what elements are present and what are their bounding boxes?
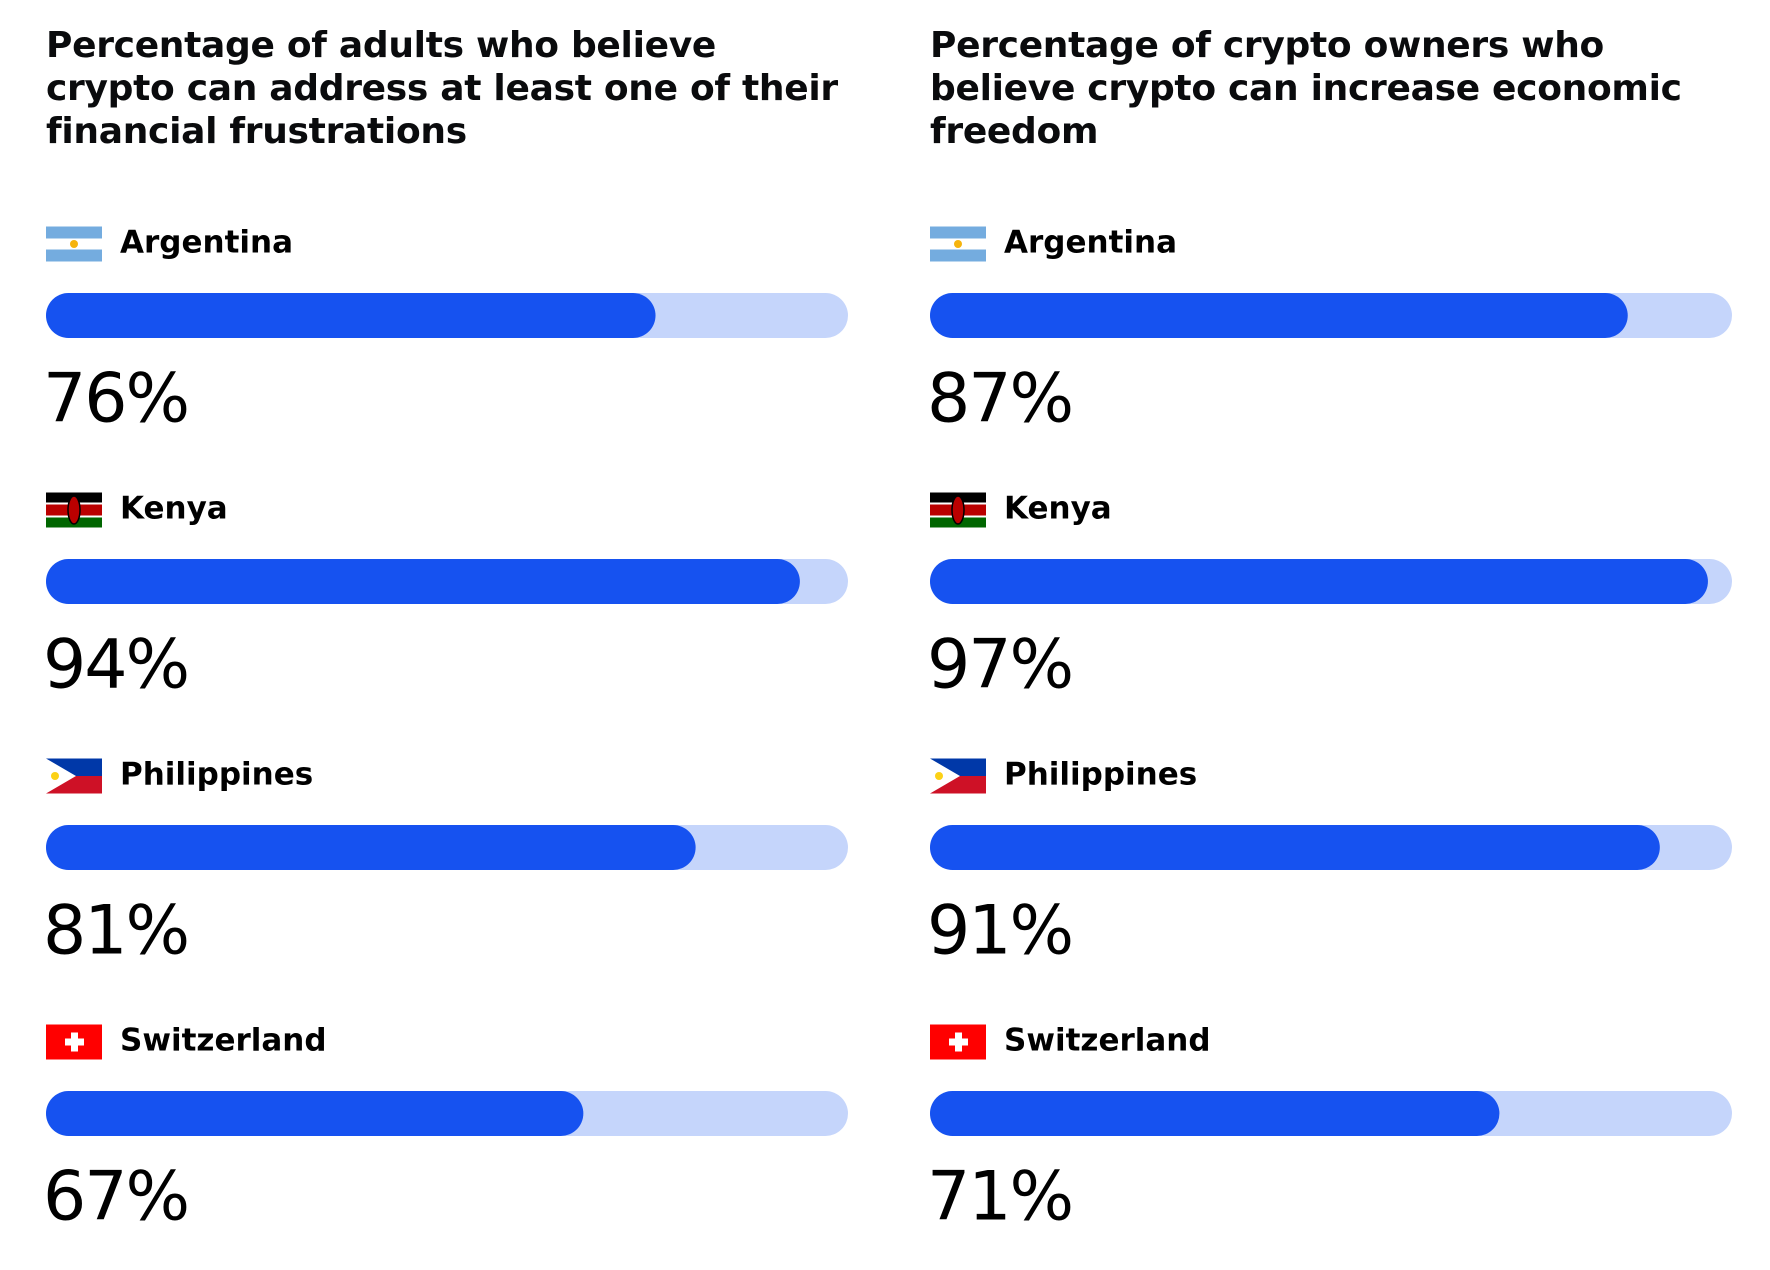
bar [46,1091,584,1136]
chart-title: Percentage of adults who believe crypto … [46,25,838,152]
value-label: 91% [927,892,1072,971]
flag-stripe [930,249,986,262]
flag-sun [51,772,59,780]
category-label: Philippines [120,757,313,793]
flag-triangle [930,758,960,794]
value-label: 81% [43,892,188,971]
flag-cross [65,1038,84,1046]
bar [930,825,1660,870]
category-label: Argentina [120,225,293,261]
flag-shield [951,495,965,525]
category-label: Switzerland [1004,1023,1211,1059]
flag [46,1024,102,1060]
flag-sun [70,240,78,248]
flag [930,226,986,262]
chart-title: Percentage of crypto owners who believe … [930,25,1682,152]
category-label: Kenya [1004,491,1112,527]
flag [930,758,986,794]
flag [46,226,102,262]
flag-stripe [46,226,102,239]
bar [46,559,800,604]
flag [46,492,102,528]
flag-shield [67,495,81,525]
category-label: Argentina [1004,225,1177,261]
flag-sun [935,772,943,780]
value-label: 76% [43,360,188,439]
flag [930,1024,986,1060]
category-label: Philippines [1004,757,1197,793]
flag-stripe [46,249,102,262]
flag-stripe [930,226,986,239]
value-label: 71% [927,1158,1072,1237]
flag-triangle [46,758,76,794]
value-label: 87% [927,360,1072,439]
value-label: 97% [927,626,1072,705]
bar [930,559,1708,604]
bar [46,825,696,870]
bar [46,293,656,338]
bar [930,293,1628,338]
bar [930,1091,1500,1136]
flag-cross [949,1038,968,1046]
category-label: Kenya [120,491,228,527]
flag [930,492,986,528]
value-label: 67% [43,1158,188,1237]
flag-sun [954,240,962,248]
flag [46,758,102,794]
category-label: Switzerland [120,1023,327,1059]
value-label: 94% [43,626,188,705]
